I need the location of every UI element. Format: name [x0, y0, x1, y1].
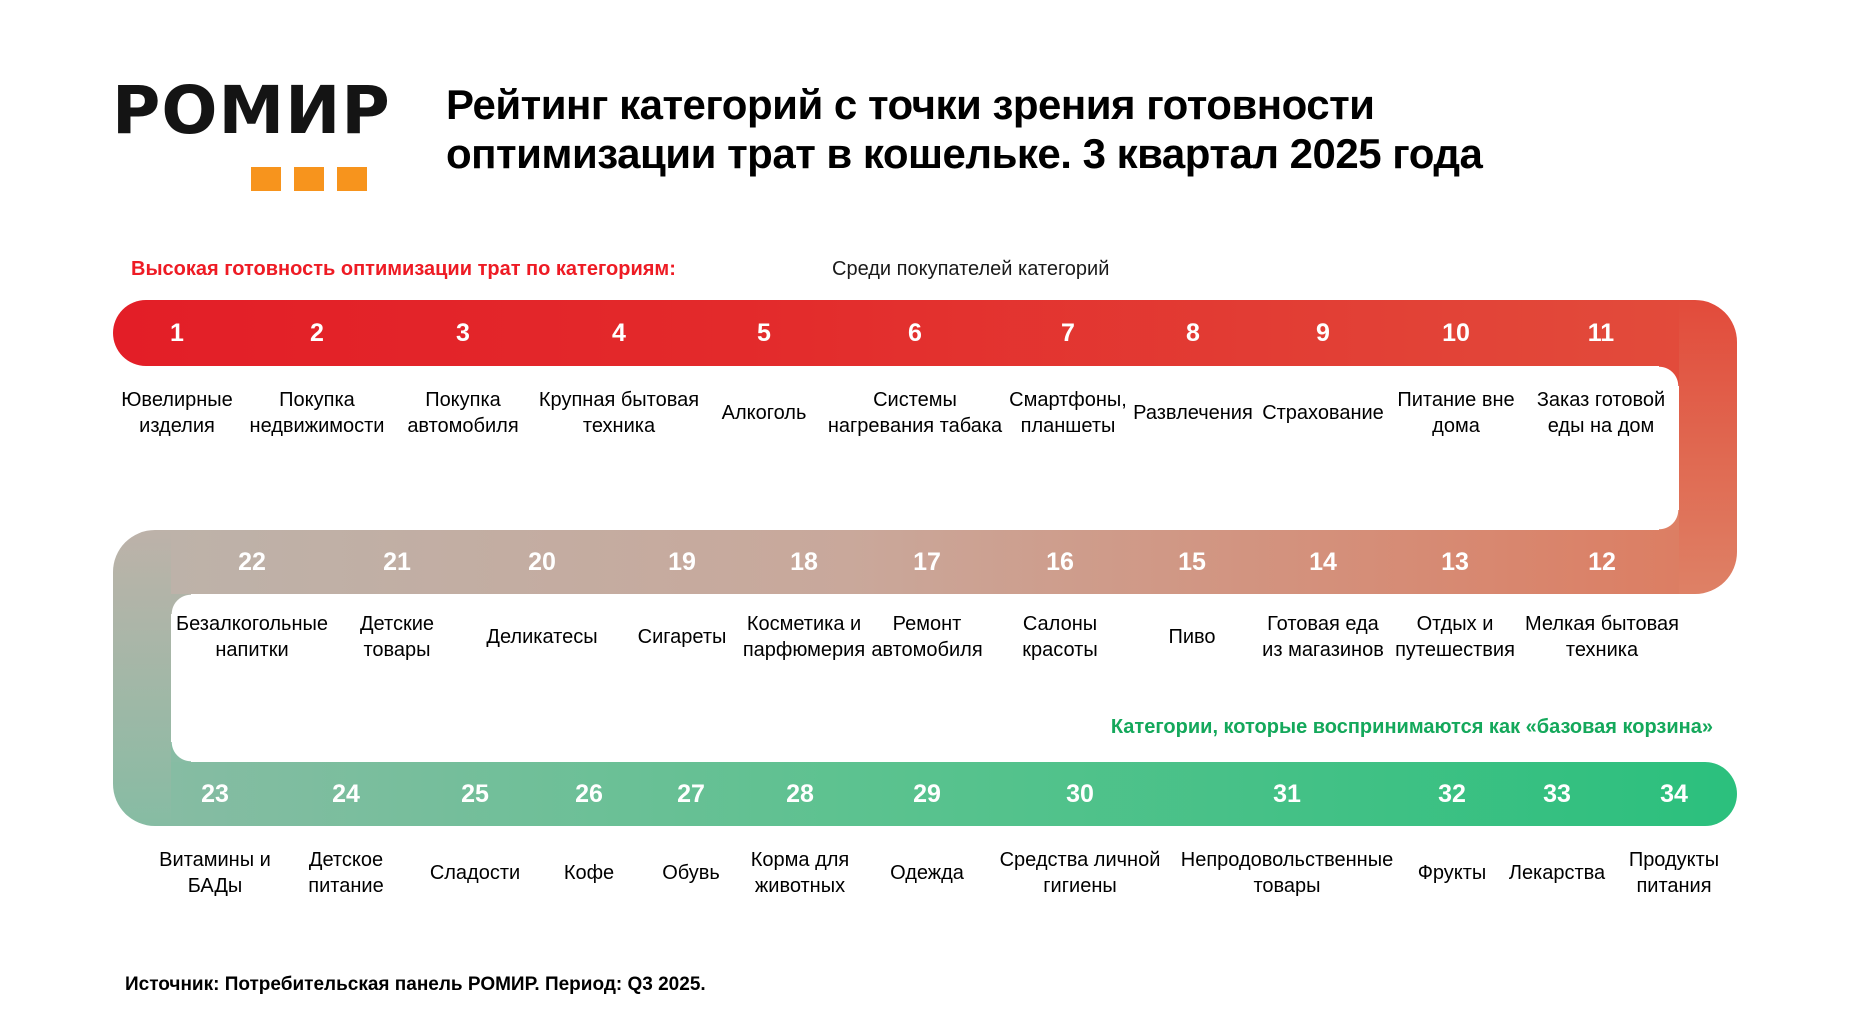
orange-square-icon	[294, 167, 324, 191]
category-label: Системы нагревания табака	[827, 389, 1003, 437]
rank-number: 29	[913, 780, 941, 808]
band-connector-left	[113, 530, 171, 826]
band-corner-fillet	[171, 742, 191, 762]
category-label: Средства личной гигиены	[999, 849, 1161, 897]
category-label: Деликатесы	[486, 626, 598, 648]
category-label: Развлечения	[1133, 402, 1253, 424]
category-label: Алкоголь	[721, 402, 807, 424]
category-label: Лекарства	[1508, 862, 1606, 884]
rank-number: 25	[461, 780, 489, 808]
rank-number: 23	[201, 780, 229, 808]
romir-logo-dots-icon	[251, 167, 367, 191]
rank-number: 8	[1186, 319, 1200, 347]
category-label: Сигареты	[637, 626, 727, 648]
ranking-snake	[113, 300, 1737, 827]
source-note: Источник: Потребительская панель РОМИР. …	[125, 974, 706, 995]
category-label: Продукты питания	[1628, 849, 1720, 897]
category-label: Готовая еда из магазинов	[1262, 613, 1384, 661]
basic-basket-label: Категории, которые воспринимаются как «б…	[1110, 716, 1713, 738]
rank-number: 11	[1587, 319, 1615, 347]
rank-number: 21	[383, 548, 411, 576]
rank-number: 22	[238, 548, 266, 576]
category-label: Безалкогольные напитки	[175, 613, 329, 661]
category-label: Ремонт автомобиля	[871, 613, 983, 661]
rank-number: 34	[1660, 780, 1688, 808]
rank-number: 13	[1441, 548, 1469, 576]
rank-number: 1	[170, 319, 184, 347]
romir-logo: РОМИР	[112, 72, 391, 149]
rank-number: 15	[1178, 548, 1206, 576]
rank-number: 31	[1273, 780, 1301, 808]
rank-number: 4	[612, 319, 626, 347]
rank-number: 20	[528, 548, 556, 576]
rank-number: 16	[1046, 548, 1074, 576]
category-label: Крупная бытовая техника	[538, 389, 700, 437]
category-label: Обувь	[662, 862, 720, 884]
category-label: Фрукты	[1417, 862, 1487, 884]
category-label: Питание вне дома	[1397, 389, 1515, 437]
rank-number: 5	[757, 319, 771, 347]
band-connector-right	[1679, 300, 1737, 594]
rank-number: 10	[1442, 319, 1470, 347]
category-label: Смартфоны, планшеты	[1009, 389, 1127, 437]
category-label: Пиво	[1168, 626, 1216, 648]
category-label: Мелкая бытовая техника	[1525, 613, 1679, 661]
rank-number: 12	[1588, 548, 1616, 576]
band-basic-basket	[171, 762, 1737, 826]
rank-number: 14	[1309, 548, 1337, 576]
category-label: Кофе	[563, 862, 615, 884]
among-buyers-label: Среди покупателей категорий	[832, 258, 1110, 280]
band-middle	[171, 530, 1679, 594]
page-title-line2: оптимизации трат в кошельке. 3 квартал 2…	[446, 130, 1483, 177]
category-label: Витамины и БАДы	[159, 849, 271, 897]
category-label: Одежда	[890, 862, 964, 884]
orange-square-icon	[337, 167, 367, 191]
rank-number: 28	[786, 780, 814, 808]
category-label: Салоны красоты	[1022, 613, 1098, 661]
rank-number: 6	[908, 319, 922, 347]
category-label: Корма для животных	[750, 849, 850, 897]
rank-number: 32	[1438, 780, 1466, 808]
band-high-readiness	[113, 300, 1679, 366]
rank-number: 9	[1316, 319, 1330, 347]
category-label: Страхование	[1262, 402, 1384, 424]
category-label: Отдых и путешествия	[1395, 613, 1515, 661]
category-label: Покупка автомобиля	[407, 389, 519, 437]
band-corner-fillet	[171, 594, 191, 614]
category-label: Непродовольственные товары	[1180, 849, 1394, 897]
rank-number: 26	[575, 780, 603, 808]
rank-number: 24	[332, 780, 360, 808]
rank-number: 18	[790, 548, 818, 576]
rank-number: 30	[1066, 780, 1094, 808]
category-label: Косметика и парфюмерия	[742, 613, 866, 661]
rank-number: 2	[310, 319, 324, 347]
category-label: Заказ готовой еды на дом	[1536, 389, 1666, 437]
category-label: Детские товары	[360, 613, 434, 661]
category-label: Сладости	[429, 862, 521, 884]
orange-square-icon	[251, 167, 281, 191]
rank-number: 19	[668, 548, 696, 576]
band-corner-fillet	[1659, 366, 1679, 386]
category-label: Ювелирные изделия	[121, 389, 233, 437]
rank-number: 17	[913, 548, 941, 576]
category-label: Детское питание	[308, 849, 384, 897]
page-title: Рейтинг категорий с точки зрения готовно…	[446, 80, 1483, 178]
high-readiness-label: Высокая готовность оптимизации трат по к…	[131, 258, 676, 280]
rank-number: 7	[1061, 319, 1075, 347]
rank-number: 3	[456, 319, 470, 347]
rank-number: 27	[677, 780, 705, 808]
page-title-line1: Рейтинг категорий с точки зрения готовно…	[446, 81, 1375, 128]
band-corner-fillet	[1659, 510, 1679, 530]
rank-number: 33	[1543, 780, 1571, 808]
category-label: Покупка недвижимости	[249, 389, 385, 437]
